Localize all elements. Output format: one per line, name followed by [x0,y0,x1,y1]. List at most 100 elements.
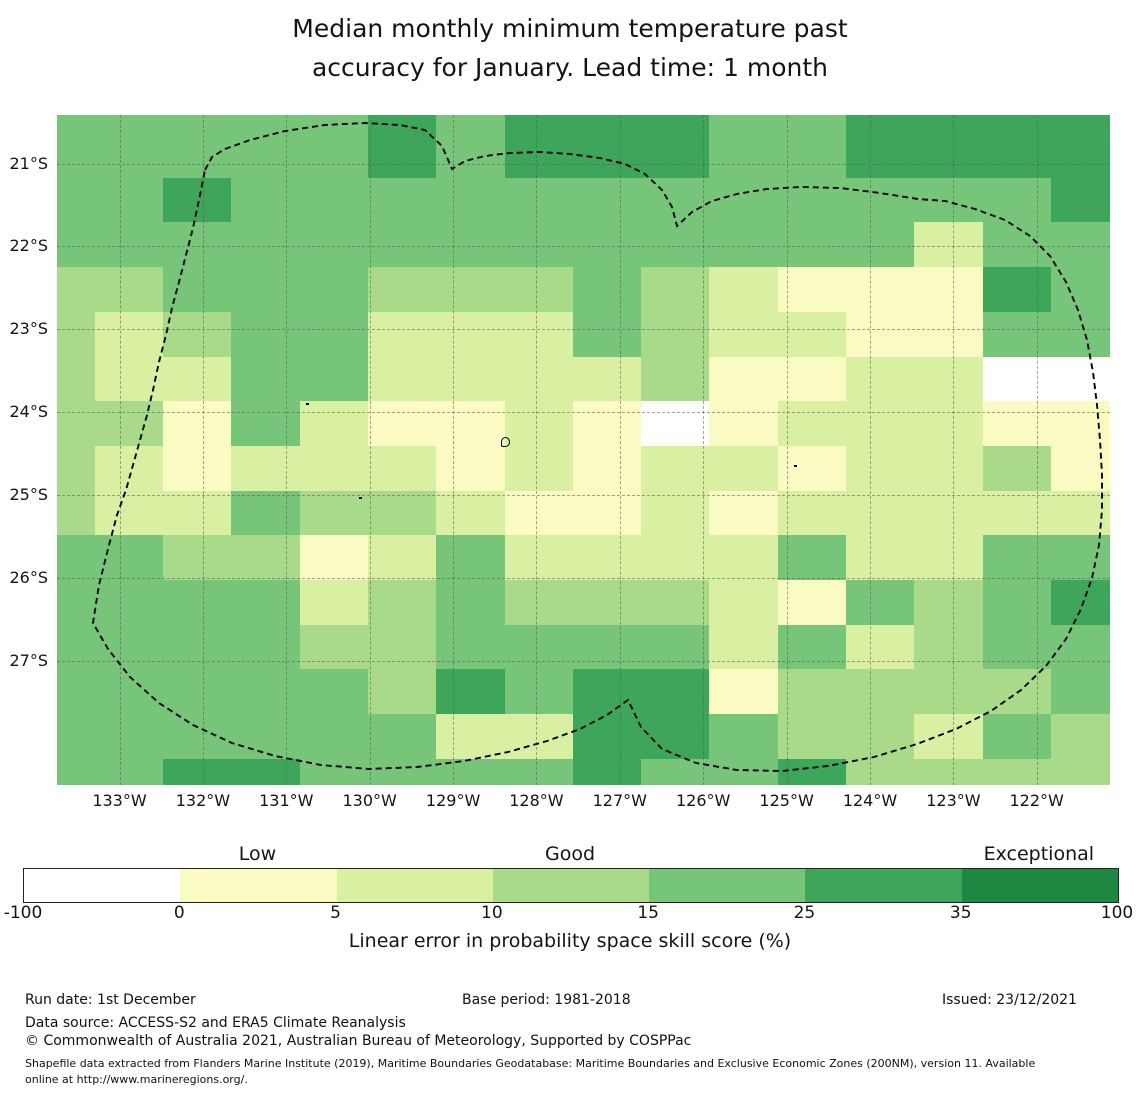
heatmap-cell [94,177,164,223]
heatmap-cell [436,669,506,715]
heatmap-cell [914,115,984,134]
heatmap-cell [299,133,369,179]
heatmap-cell [57,758,96,785]
heatmap-cell [572,580,642,626]
heatmap-cell [94,758,164,785]
colorbar-segment [24,869,181,902]
heatmap-cell [1050,624,1110,670]
heatmap-cell [94,401,164,447]
meridian-gridline [119,115,121,785]
heatmap-cell [504,356,574,402]
heatmap-cell [231,758,301,785]
heatmap-cell [163,758,232,785]
footer-copyright: © Commonwealth of Australia 2021, Austra… [25,1033,692,1049]
heatmap-cell [163,222,232,268]
longitude-tick-label: 123°W [926,791,981,810]
heatmap-cell [572,624,642,670]
colorbar-tick-label: 15 [637,903,659,923]
heatmap-cell [436,115,506,134]
heatmap-cell [436,624,506,670]
heatmap-cell [504,267,574,313]
heatmap-cell [914,580,984,626]
heatmap-cell [299,535,369,581]
heatmap-cell [231,311,301,358]
heatmap-cell [709,445,779,492]
footer-issued: Issued: 23/12/2021 [942,992,1077,1008]
heatmap-cell [367,115,437,134]
heatmap-cell [1050,267,1110,313]
heatmap-cell [436,177,506,223]
longitude-tick-label: 129°W [425,791,481,810]
latitude-tick-label: 22°S [9,236,48,256]
heatmap-cell [299,222,369,268]
meridian-gridline [619,115,621,785]
heatmap-cell [504,490,574,536]
latitude-tick-label: 27°S [9,650,48,670]
footer-shapefile-attribution-line2: online at http://www.marineregions.org/. [25,1073,248,1086]
heatmap-cell [436,222,506,268]
heatmap-cell [94,356,164,402]
colorbar-segment [961,869,1118,902]
heatmap-plot-area [57,115,1110,785]
heatmap-cell [1050,177,1110,223]
heatmap-cell [1050,490,1110,536]
heatmap-cell [914,177,984,223]
heatmap-cell [163,445,232,492]
heatmap-cell [641,758,710,785]
meridian-gridline [786,115,788,785]
heatmap-cell [1050,356,1110,402]
heatmap-cell [1050,445,1110,492]
heatmap-cell [982,311,1052,358]
meridian-gridline [870,115,871,785]
heatmap-cell [641,490,710,536]
heatmap-cell [299,758,369,785]
heatmap-cell [914,535,984,581]
heatmap-cell [367,267,437,313]
heatmap-cell [777,133,847,179]
heatmap-cell [709,624,779,670]
heatmap-cell [982,356,1052,402]
footer-shapefile-attribution-line1: Shapefile data extracted from Flanders M… [25,1057,1036,1070]
heatmap-cell [846,356,915,402]
heatmap-cell [163,490,232,536]
heatmap-cell [846,115,915,134]
heatmap-cell [57,177,96,223]
longitude-tick-label: 133°W [92,791,147,810]
longitude-tick-label: 130°W [342,791,397,810]
heatmap-cell [777,535,847,581]
heatmap-cell [163,267,232,313]
contour-artifact-dot [794,465,797,467]
heatmap-cell [914,490,984,536]
heatmap-cell [982,177,1052,223]
heatmap-cell [231,580,301,626]
heatmap-cell [367,401,437,447]
colorbar-segment [649,869,806,902]
heatmap-cell [572,669,642,715]
heatmap-cell [777,669,847,715]
latitude-tick-label: 25°S [9,485,48,505]
heatmap-cell [436,133,506,179]
heatmap-cell [57,535,96,581]
heatmap-cell [641,445,710,492]
heatmap-cell [846,177,915,223]
heatmap-cell [436,356,506,402]
heatmap-cell [94,580,164,626]
chart-title-line1: Median monthly minimum temperature past [292,14,848,43]
heatmap-cell [914,222,984,268]
heatmap-cell [163,580,232,626]
heatmap-cell [231,669,301,715]
heatmap-cell [57,624,96,670]
heatmap-cell [982,445,1052,492]
heatmap-cell [504,177,574,223]
heatmap-cell [709,222,779,268]
heatmap-cell [94,490,164,536]
heatmap-cell [641,535,710,581]
heatmap-cell [1050,535,1110,581]
heatmap-cell [299,669,369,715]
latitude-tick-label: 24°S [9,402,48,422]
heatmap-cell [436,580,506,626]
heatmap-cell [231,624,301,670]
colorbar-tick-label: -100 [3,903,43,923]
heatmap-cell [436,490,506,536]
heatmap-cell [94,115,164,134]
